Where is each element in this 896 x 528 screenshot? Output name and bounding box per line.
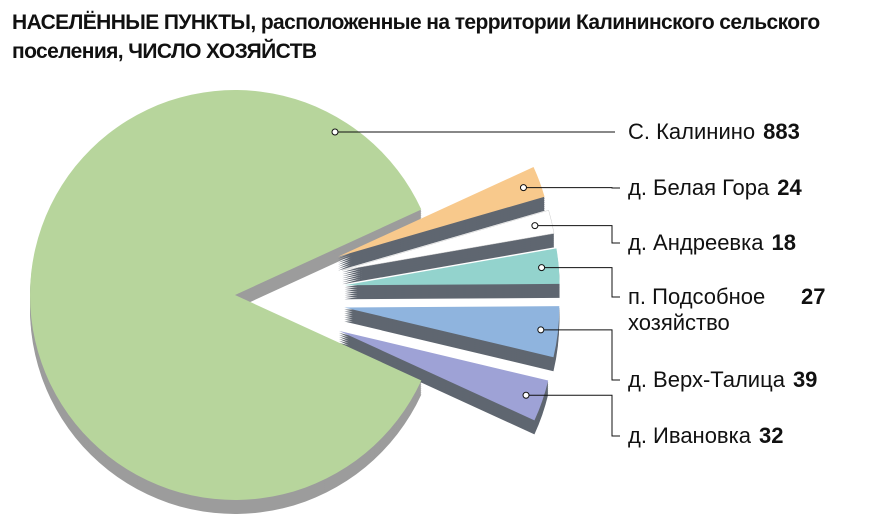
category-label: С. Калинино bbox=[628, 119, 756, 144]
leader-dot bbox=[531, 222, 539, 230]
leader-dot bbox=[522, 391, 530, 399]
slice-label: п. Подсобное хозяйство 27 bbox=[628, 284, 825, 336]
slice-label: С. Калинино 883 bbox=[628, 119, 800, 145]
slice bbox=[339, 330, 549, 421]
value-label: 24 bbox=[777, 175, 802, 200]
slice bbox=[338, 167, 545, 257]
value-label: 883 bbox=[763, 119, 800, 144]
leader-dot bbox=[538, 264, 546, 272]
value-label: 18 bbox=[771, 230, 796, 255]
leader-line bbox=[526, 394, 620, 437]
slice-label: д. Андреевка 18 bbox=[628, 230, 796, 256]
slice bbox=[344, 248, 560, 286]
slice-label: д. Белая Гора 24 bbox=[628, 175, 802, 201]
slice bbox=[342, 209, 555, 271]
leader-dot bbox=[331, 128, 339, 136]
category-label: п. Подсобное хозяйство bbox=[628, 284, 766, 335]
value-label: 39 bbox=[792, 367, 818, 392]
category-label: д. Андреевка bbox=[628, 230, 764, 255]
value-label: 32 bbox=[758, 423, 784, 448]
slice bbox=[344, 306, 560, 358]
leader-line bbox=[541, 267, 620, 298]
leader-line bbox=[534, 225, 620, 244]
leader-line bbox=[540, 329, 620, 381]
chart-title: НАСЕЛЁННЫЕ ПУНКТЫ, расположенные на терр… bbox=[12, 11, 820, 63]
slice bbox=[30, 89, 422, 501]
category-label: д. Верх-Талица bbox=[628, 367, 785, 392]
category-label: д. Белая Гора bbox=[628, 175, 770, 200]
slice-label: д. Ивановка 32 bbox=[628, 423, 783, 449]
leader-dot bbox=[537, 326, 545, 334]
value-label: 27 bbox=[801, 284, 826, 309]
slice-label: д. Верх-Талица 39 bbox=[628, 367, 817, 393]
leader-dot bbox=[519, 184, 527, 192]
category-label: д. Ивановка bbox=[628, 423, 751, 448]
